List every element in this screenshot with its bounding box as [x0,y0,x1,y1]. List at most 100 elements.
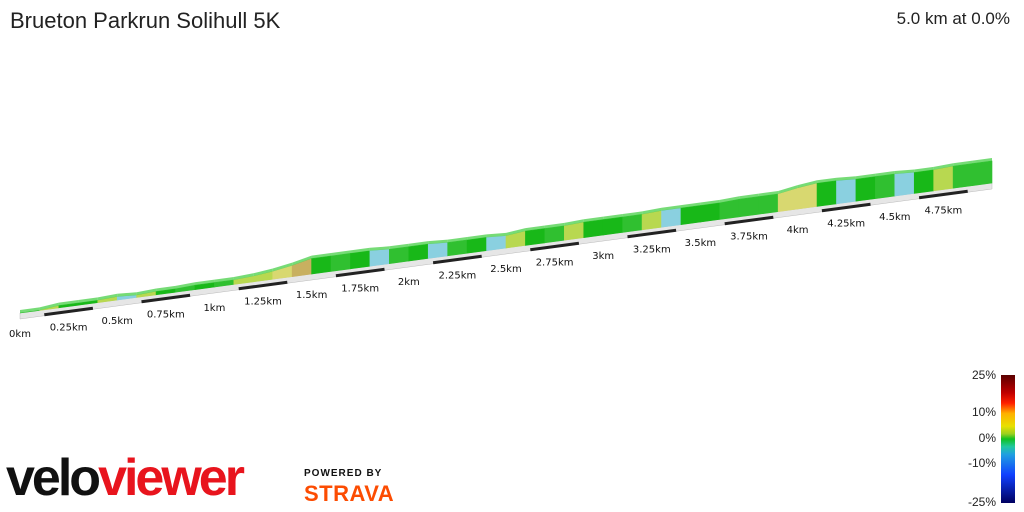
profile-segment-top [331,250,351,256]
profile-base-dash [44,306,94,317]
profile-segment [738,196,760,218]
km-tick-label: 4.25km [827,219,865,230]
profile-segment-top [58,300,79,306]
profile-segment [952,163,973,189]
profile-base-dash [627,228,677,239]
profile-segment [913,169,934,194]
profile-segment-top [175,282,195,289]
profile-segment-top [564,219,584,226]
profile-segment-top [622,211,643,217]
legend-label-10: 10% [971,405,996,419]
profile-segment-top [467,234,487,240]
profile-segment [758,193,779,215]
profile-segment-top [233,273,254,280]
profile-segment-top [350,247,370,254]
profile-segment-top [447,237,468,243]
profile-segment-top [369,246,390,251]
profile-segment-top [797,180,818,189]
profile-segment [661,207,682,228]
profile-base-dash [918,189,968,200]
profile-segment-top [739,193,759,200]
profile-segment-top [253,268,273,277]
profile-segment-top [758,191,779,197]
profile-segment [427,242,448,259]
km-tick-label: 2.25km [438,271,476,282]
profile-segment [816,180,837,207]
gradient-legend-bar [1001,375,1015,503]
powered-by-text: POWERED BY [304,468,383,479]
profile-segment-top [506,228,526,236]
profile-segment [622,214,643,233]
profile-segment-top [583,216,604,223]
profile-segment-top [855,173,876,180]
profile-base-dash [335,267,385,278]
profile-segment [350,250,371,270]
profile-base-dash [141,293,191,304]
km-tick-label: 4km [787,225,809,236]
profile-segment-top [428,239,448,245]
profile-segment [933,165,954,192]
legend-label-25: 25% [971,368,996,382]
profile-base-dash [821,202,871,213]
profile-segment [700,202,721,223]
km-tick-label: 0.75km [147,310,185,321]
profile-segment-top [719,196,740,203]
profile-segment [486,235,507,251]
profile-segment [972,160,993,186]
profile-segment [544,225,565,244]
km-tick-label: 2km [398,277,420,288]
profile-segment-top [778,185,798,194]
profile-segment [855,176,876,202]
logo-velo: velo [6,449,101,507]
profile-segment-top [544,222,565,229]
profile-segment-top [194,279,215,286]
profile-segment-top [156,285,176,292]
profile-segment-top [914,166,934,173]
profile-base-dash [724,215,774,226]
legend-label-minus-25: -25% [967,495,996,509]
km-tick-label: 4.5km [879,212,910,223]
km-tick-label: 1.25km [244,297,282,308]
profile-segment-top [972,158,992,164]
logo-viewer: viewer [98,449,245,507]
profile-base-dash [530,241,580,252]
profile-segment-top [525,225,545,232]
profile-segment-top [933,163,954,170]
profile-segment [389,246,410,264]
profile-segment-top [953,160,973,167]
profile-segment-top [817,177,837,184]
profile-base-dash [238,280,288,291]
profile-segment-top [389,243,409,250]
profile-segment [680,205,701,225]
profile-segment-top [661,205,681,211]
profile-segment-top [117,292,137,297]
profile-segment-top [39,302,59,311]
profile-segment-top [311,253,332,259]
km-tick-label: 3.5km [685,238,716,249]
page-title: Brueton Parkrun Solihull 5K [10,8,281,33]
profile-segment-top [642,207,662,215]
profile-segment [602,216,623,236]
veloviewer-logo[interactable]: veloviewer [6,448,245,508]
profile-segment-top [97,293,118,301]
profile-segment-top [78,297,98,303]
profile-segment [583,219,604,238]
km-tick-label: 1.75km [341,284,379,295]
profile-segment-top [894,169,915,174]
km-tick-label: 2.75km [536,258,574,269]
strava-logo[interactable]: STRAVA [304,481,395,506]
profile-segment-top [603,214,623,220]
profile-segment-top [20,307,40,313]
km-tick-label: 3.75km [730,232,768,243]
km-tick-label: 3km [592,251,614,262]
profile-base-dash [432,254,482,265]
profile-segment-top [680,202,701,209]
profile-segment-top [292,255,312,266]
profile-segment [836,178,857,205]
km-tick-label: 4.75km [924,206,962,217]
km-tick-label: 0.5km [101,316,132,327]
profile-segment [447,239,468,257]
profile-segment [466,237,487,254]
km-tick-label: 0.25km [50,323,88,334]
